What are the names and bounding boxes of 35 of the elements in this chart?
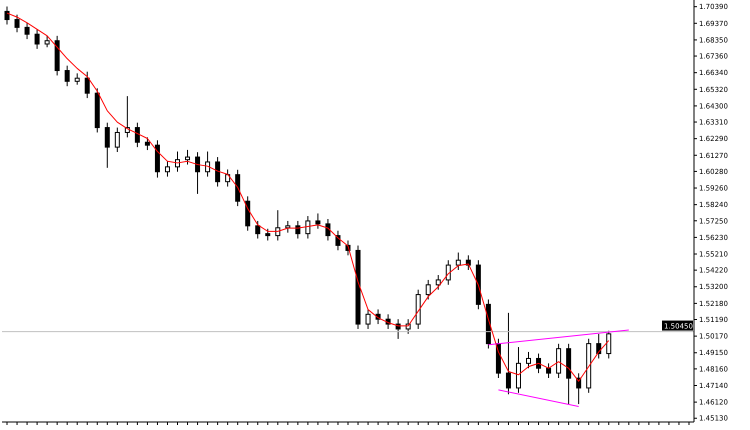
candlestick: [195, 152, 200, 194]
candlestick: [366, 308, 371, 330]
candlestick: [466, 254, 471, 270]
candlestick: [74, 72, 80, 86]
candlestick: [606, 330, 612, 359]
candlestick: [225, 168, 230, 188]
candlestick: [446, 260, 451, 286]
candlestick: [34, 28, 40, 50]
candlestick: [185, 149, 190, 166]
candlestick: [24, 22, 30, 40]
candlestick: [164, 160, 170, 178]
candlestick: [265, 228, 270, 241]
candlestick: [134, 122, 140, 148]
candlestick: [526, 351, 532, 369]
candlestick: [174, 151, 180, 172]
candlestick: [506, 312, 511, 395]
candlestick: [335, 230, 340, 251]
candlestick: [426, 279, 431, 300]
candlestick: [456, 252, 461, 270]
candlestick: [315, 212, 320, 230]
candlestick: [4, 6, 10, 25]
candlestick: [255, 220, 260, 240]
candlestick: [596, 334, 602, 359]
candlestick: [546, 362, 552, 379]
candlestick: [104, 122, 110, 168]
candlestick: [84, 71, 90, 99]
candlestick: [436, 274, 441, 290]
candlestick: [114, 127, 120, 153]
candlestick: [44, 35, 50, 48]
candlestick: [325, 218, 330, 241]
candlestick: [14, 14, 20, 33]
candlestick: [64, 65, 70, 87]
candlestick: [144, 136, 150, 151]
candlestick: [305, 216, 310, 240]
candlestick: [215, 156, 220, 188]
